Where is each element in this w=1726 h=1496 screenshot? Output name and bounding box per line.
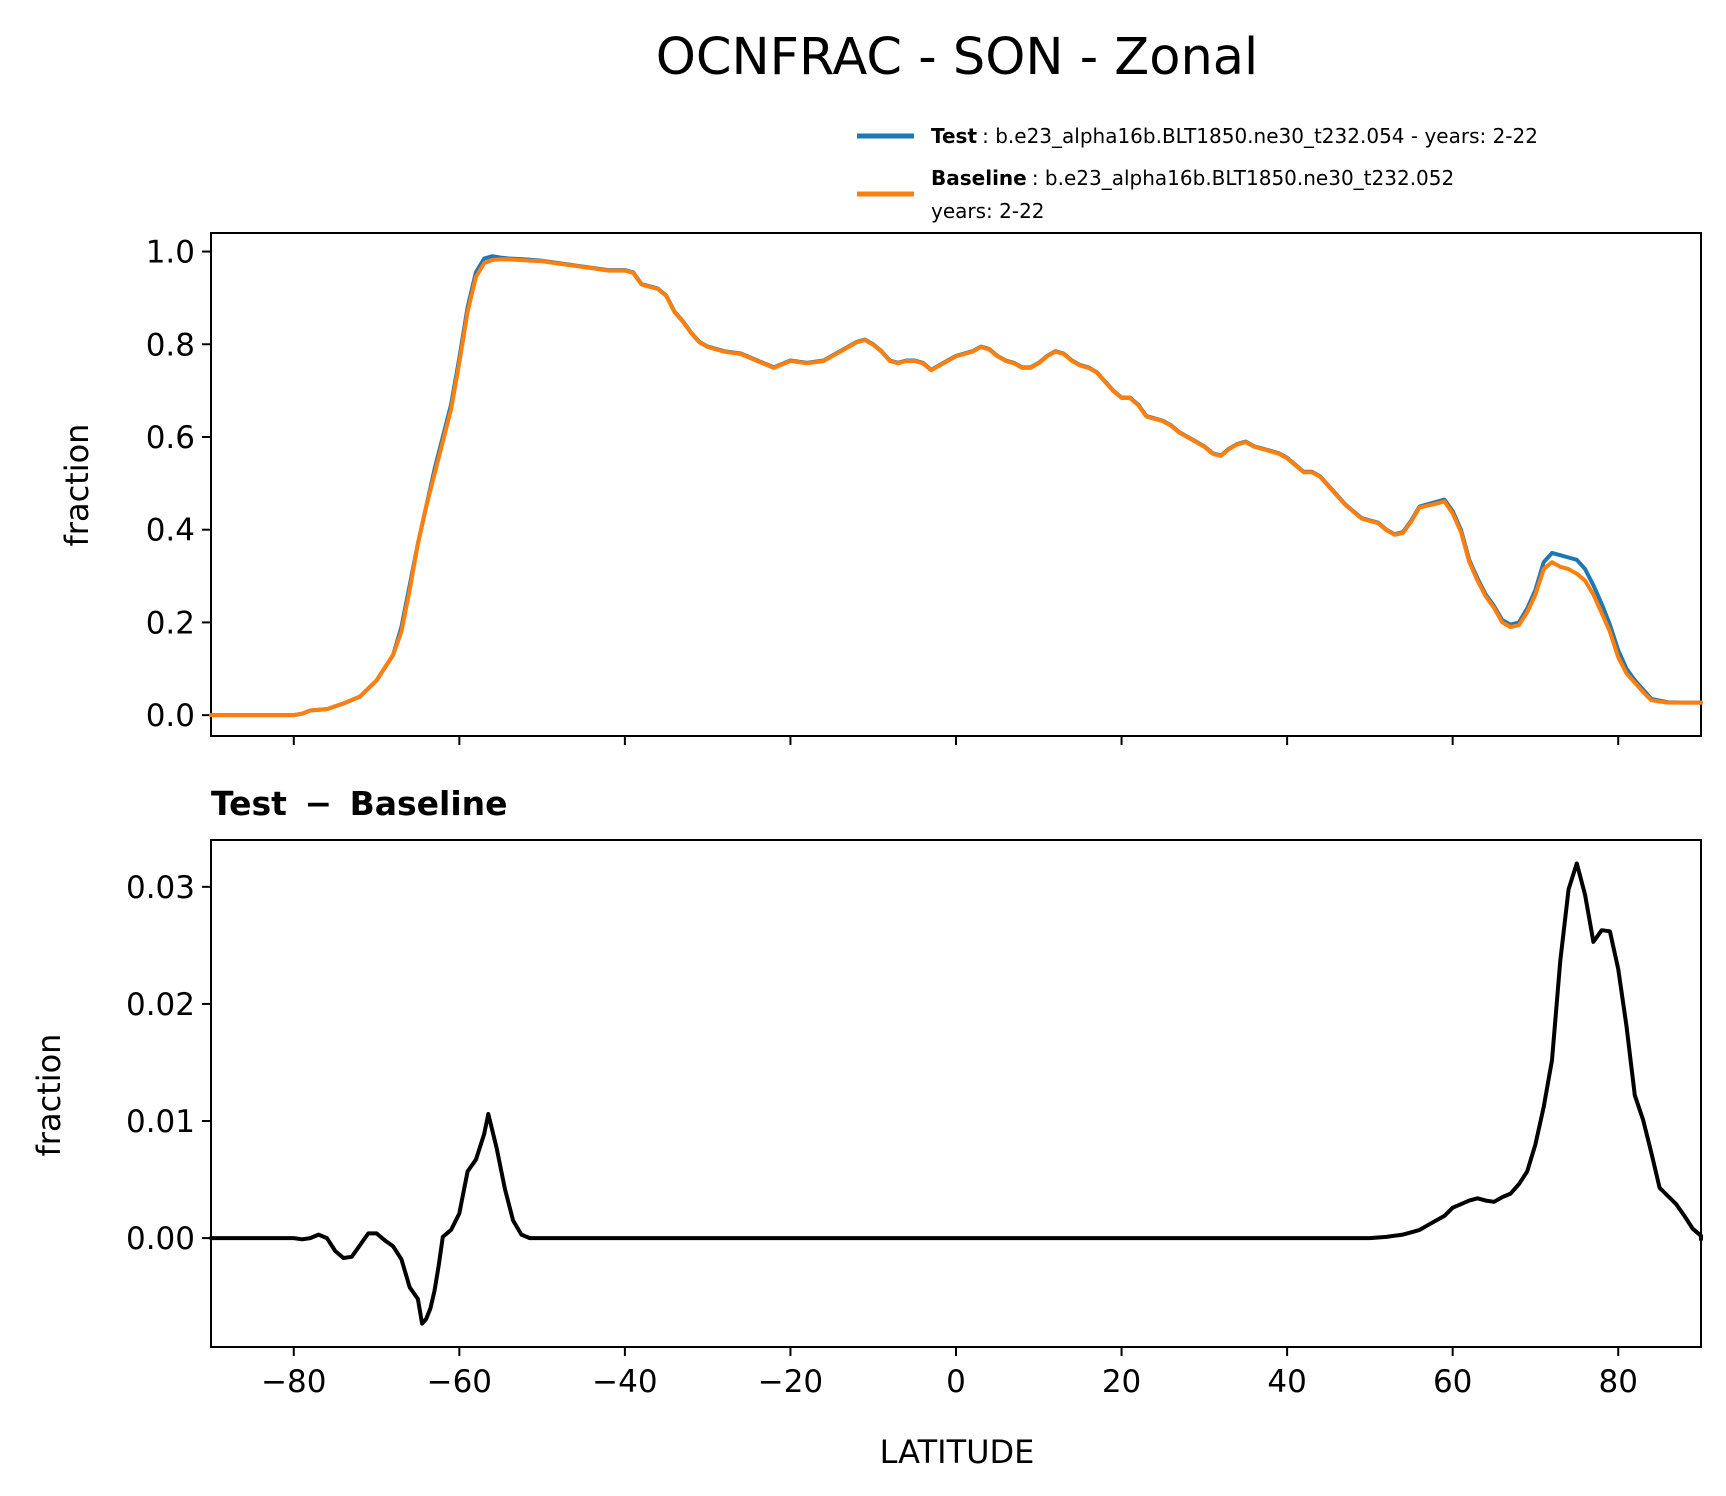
bottom-x-tick-label: −20 <box>758 1364 823 1400</box>
bottom-y-tick-label: 0.03 <box>126 870 195 906</box>
bottom-x-tick-label: −40 <box>592 1364 657 1400</box>
bottom-x-tick-label: −80 <box>261 1364 326 1400</box>
legend-test-name: Test <box>931 124 977 148</box>
legend-baseline-desc: : b.e23_alpha16b.BLT1850.ne30_t232.052 <box>1032 166 1454 190</box>
top-series-baseline-line <box>209 257 1703 718</box>
top-y-tick-label: 1.0 <box>146 235 195 271</box>
bottom-y-tick-label: 0.02 <box>126 987 195 1023</box>
top-y-tick-label: 0.6 <box>146 420 195 456</box>
bottom-x-tick-label: 0 <box>946 1364 966 1400</box>
legend-entry-baseline: Baseline : b.e23_alpha16b.BLT1850.ne30_t… <box>931 166 1454 190</box>
bottom-x-tick-label: 20 <box>1102 1364 1141 1400</box>
bottom-series-difference-line <box>209 861 1703 1326</box>
top-y-tick-label: 0.0 <box>146 698 195 734</box>
bottom-y-tick-label: 0.01 <box>126 1104 195 1140</box>
bottom-y-axis-label: fraction <box>30 1034 68 1157</box>
difference-title-test: Test <box>211 784 287 823</box>
legend-baseline-years: years: 2-22 <box>931 199 1045 223</box>
x-axis-label: LATITUDE <box>880 1433 1035 1471</box>
bottom-x-tick-label: −60 <box>427 1364 492 1400</box>
bottom-series <box>209 861 1703 1326</box>
bottom-y-tick-label: 0.00 <box>126 1221 195 1257</box>
bottom-x-ticks: −80 −60 −40 −20 0 20 40 60 80 <box>261 1347 1638 1400</box>
figure-title: OCNFRAC - SON - Zonal <box>656 28 1258 87</box>
bottom-x-tick-label: 80 <box>1598 1364 1637 1400</box>
legend: Test : b.e23_alpha16b.BLT1850.ne30_t232.… <box>857 124 1538 223</box>
legend-test-desc: : b.e23_alpha16b.BLT1850.ne30_t232.054 -… <box>982 124 1538 148</box>
difference-title-minus: − <box>304 784 332 823</box>
legend-entry-test: Test : b.e23_alpha16b.BLT1850.ne30_t232.… <box>931 124 1538 148</box>
top-y-tick-label: 0.8 <box>146 327 195 363</box>
top-y-axis-label: fraction <box>58 424 96 547</box>
difference-panel-title: Test − Baseline <box>211 784 508 823</box>
top-panel: 0.0 0.2 0.4 0.6 0.8 1.0 fraction <box>58 232 1703 745</box>
bottom-x-tick-label: 60 <box>1433 1364 1472 1400</box>
top-y-tick-label: 0.4 <box>146 513 195 549</box>
difference-title-baseline: Baseline <box>350 784 508 823</box>
legend-baseline-name: Baseline <box>931 166 1027 190</box>
bottom-panel: Test − Baseline 0.000.010.020.03 −80 −60−… <box>30 784 1703 1471</box>
bottom-y-ticks: 0.00 0.01 0.02 0.03 <box>126 870 211 1257</box>
top-series <box>209 254 1703 718</box>
top-y-tick-label: 0.2 <box>146 605 195 641</box>
top-y-ticks: 0.0 0.2 0.4 0.6 0.8 1.0 <box>146 235 211 734</box>
bottom-x-tick-label: 40 <box>1267 1364 1306 1400</box>
top-x-ticks <box>292 736 1620 745</box>
